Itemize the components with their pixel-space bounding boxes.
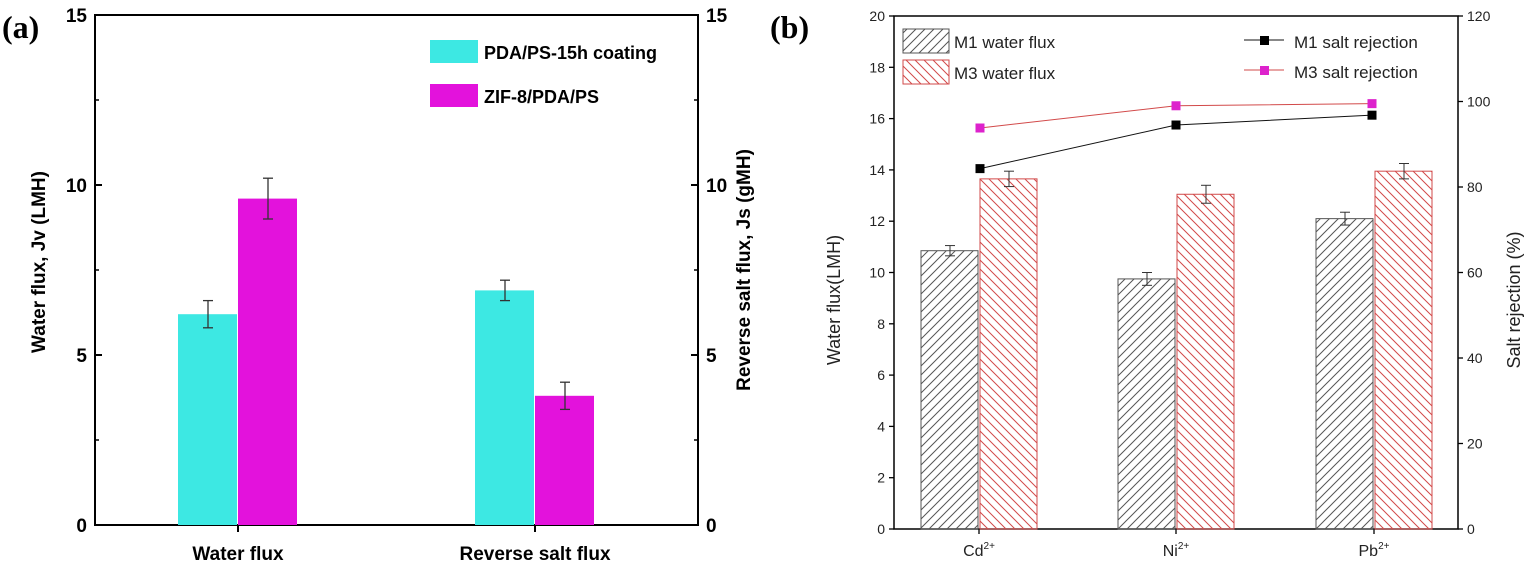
chart-b: 0 2 4 6 8 10 12 14 16 18 20 0 20 40 60 80 100 120 Cd2+ Ni2… [824,8,1524,560]
panel-b-label: (b) [770,9,809,45]
chart-a-y2tick-label: 0 [706,516,717,537]
chart-a-bars [178,177,594,525]
chart-b-category-label: Pb2+ [1359,541,1390,560]
chart-b-point [975,123,985,133]
chart-b-point [1171,101,1181,111]
legend-label-m3-water: M3 water flux [954,64,1056,83]
chart-b-y2tick-label: 100 [1467,94,1491,110]
chart-a-y2tick-label: 15 [706,6,728,27]
chart-b-point [1367,99,1377,109]
chart-a-bar [178,314,237,525]
chart-b-y2-axis-label: Salt rejection (%) [1504,231,1524,368]
chart-b-lines [975,99,1377,174]
legend-swatch-pda-ps [430,40,478,63]
chart-b-ytick-label: 16 [869,111,885,127]
chart-b-ytick-label: 8 [877,316,885,332]
chart-b-bar [979,178,1038,530]
chart-b-y2tick-label: 60 [1467,265,1483,281]
chart-b-point [1367,110,1377,120]
chart-b-bar [920,250,979,530]
chart-a-category-label: Water flux [192,544,284,565]
chart-a-y2tick-label: 5 [706,346,717,367]
chart-a-ytick-label: 0 [76,516,87,537]
chart-b-ytick-label: 18 [869,59,885,75]
chart-b-ytick-label: 2 [877,470,885,486]
chart-b-point [1171,120,1181,130]
chart-b-ytick-label: 12 [869,213,885,229]
legend-label-zif8: ZIF-8/PDA/PS [484,87,599,107]
chart-b-y-axis-label: Water flux(LMH) [824,235,844,365]
chart-b-y2tick-label: 40 [1467,350,1483,366]
chart-b-category-label: Cd2+ [963,541,995,560]
chart-b-bar [1315,218,1374,530]
chart-a: 0 0 5 5 10 10 15 15 Water flux Reverse salt flux… [29,6,755,565]
chart-a-ytick-label: 10 [66,176,87,197]
chart-a-y2tick-label: 10 [706,176,727,197]
chart-b-category-label: Ni2+ [1163,541,1190,560]
chart-b-bars [920,162,1433,530]
chart-a-category-labels: Water flux Reverse salt flux [192,544,611,565]
chart-b-y2tick-label: 0 [1467,521,1475,537]
chart-b-ytick-label: 4 [877,418,885,434]
chart-a-category-label: Reverse salt flux [459,544,610,565]
chart-b-ytick-label: 20 [869,8,885,24]
chart-b-bar [1117,278,1176,530]
chart-a-y2-axis-label: Reverse salt flux, Js (gMH) [734,149,755,391]
chart-b-ytick-label: 0 [877,521,885,537]
chart-b-y2tick-label: 20 [1467,436,1483,452]
legend-swatch-zif8 [430,84,478,107]
chart-b-y2tick-label: 80 [1467,179,1483,195]
chart-b-ytick-label: 10 [869,265,885,281]
chart-a-ytick-label: 15 [66,6,88,27]
chart-b-legend: M1 water flux M3 water flux M1 salt reje… [902,28,1418,85]
chart-b-ytick-label: 14 [869,162,885,178]
chart-a-bar [535,395,594,525]
legend-swatch-m1-water [902,28,950,54]
legend-label-m3-rejection: M3 salt rejection [1294,63,1418,82]
legend-swatch-m3-water [902,59,950,85]
chart-b-ytick-label: 6 [877,367,885,383]
chart-a-ytick-label: 5 [76,346,87,367]
chart-a-y-axis-label: Water flux, Jv (LMH) [29,171,50,353]
panel-a-label: (a) [2,9,39,45]
chart-b-axes: 0 2 4 6 8 10 12 14 16 18 20 0 20 40 60 80 100 120 [869,8,1490,537]
chart-a-legend: PDA/PS-15h coating ZIF-8/PDA/PS [430,40,657,107]
legend-label-m1-water: M1 water flux [954,33,1056,52]
chart-b-bar [1176,193,1235,530]
chart-b-bar [1374,170,1433,530]
legend-marker-m3-rejection [1260,66,1269,75]
chart-b-category-labels: Cd2+ Ni2+ Pb2+ [963,541,1390,560]
legend-label-m1-rejection: M1 salt rejection [1294,33,1418,52]
chart-a-bar [475,290,534,525]
chart-b-y2tick-label: 120 [1467,8,1491,24]
chart-a-axes: 0 0 5 5 10 10 15 15 [66,6,728,537]
legend-label-pda-ps: PDA/PS-15h coating [484,43,657,63]
chart-a-bar [238,198,297,525]
legend-marker-m1-rejection [1260,36,1269,45]
chart-b-point [975,164,985,174]
